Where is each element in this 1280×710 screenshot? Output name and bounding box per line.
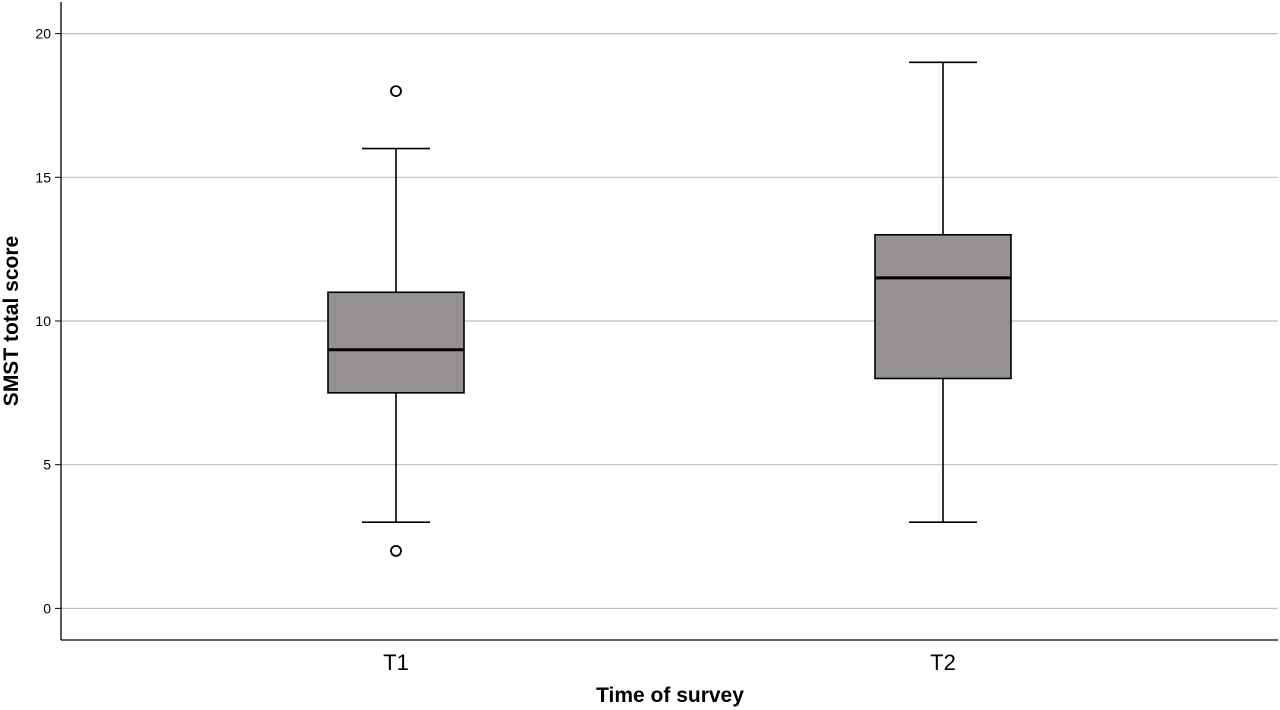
box-T1 [327,85,465,557]
x-tick-label: T1 [383,650,409,675]
iqr-box [327,291,465,394]
x-axis-title: Time of survey [596,684,744,707]
x-tick-label: T2 [930,650,956,675]
y-tick-label: 20 [35,26,51,42]
gridlines [61,33,1278,609]
category-labels: T1 T2 [383,650,956,675]
y-tick-label: 15 [35,169,51,185]
box-T2 [874,61,1012,523]
y-tick-label: 10 [35,313,51,329]
boxes [327,61,1012,557]
y-axis: 0 5 10 15 20 [35,2,62,640]
y-axis-title: SMST total score [0,236,23,406]
iqr-box [874,233,1012,380]
outlier-point [390,85,402,97]
outlier-point [390,545,402,557]
y-tick-label: 0 [43,600,51,616]
y-tick-label: 5 [43,457,51,473]
